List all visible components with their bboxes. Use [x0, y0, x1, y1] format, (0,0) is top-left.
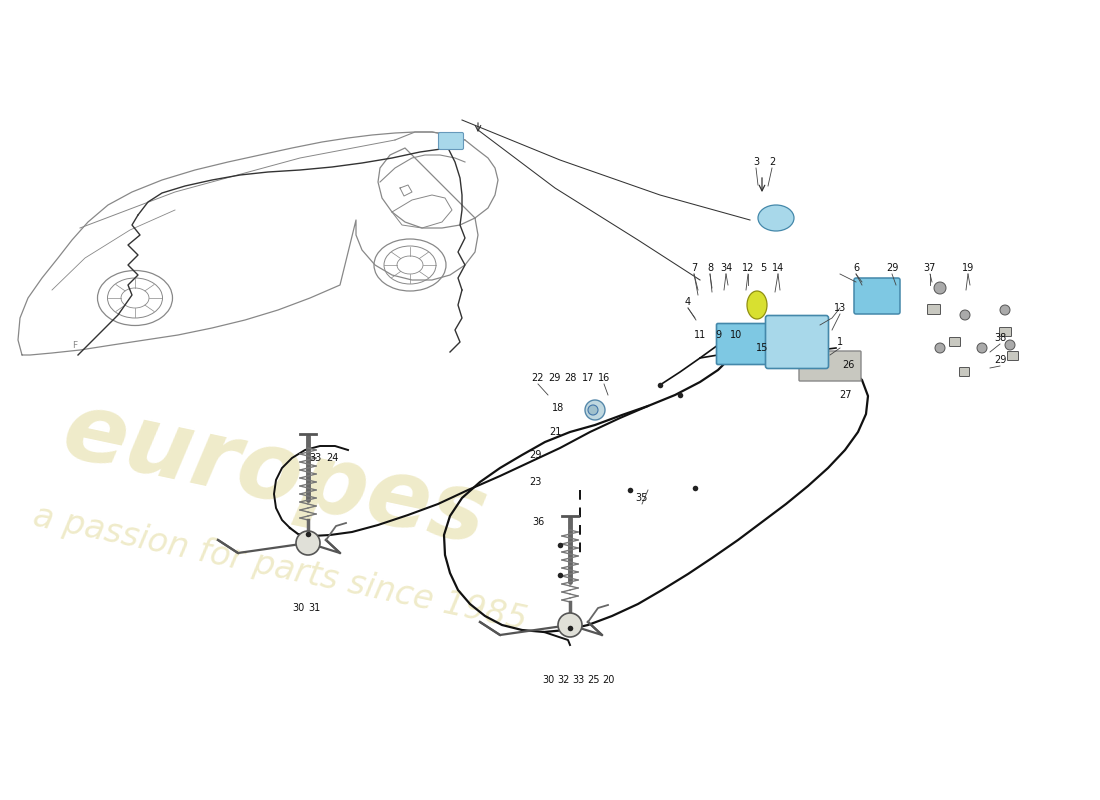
Text: 37: 37 [924, 263, 936, 273]
Text: 6: 6 [852, 263, 859, 273]
Text: 34: 34 [719, 263, 733, 273]
Text: 25: 25 [586, 675, 600, 685]
Text: 27: 27 [838, 390, 851, 400]
Text: 1: 1 [837, 337, 843, 347]
Text: a passion for parts since 1985: a passion for parts since 1985 [30, 500, 530, 637]
Circle shape [588, 405, 598, 415]
Text: 17: 17 [582, 373, 594, 383]
Text: F: F [73, 341, 78, 350]
Ellipse shape [747, 291, 767, 319]
Text: 36: 36 [532, 517, 544, 527]
Text: 14: 14 [772, 263, 784, 273]
Text: 15: 15 [756, 343, 768, 353]
FancyBboxPatch shape [439, 133, 463, 150]
Text: 2: 2 [769, 157, 776, 167]
Text: 10: 10 [730, 330, 743, 340]
Circle shape [960, 310, 970, 320]
FancyBboxPatch shape [1000, 327, 1012, 337]
Text: 29: 29 [993, 355, 1007, 365]
Circle shape [977, 343, 987, 353]
Text: 33: 33 [309, 453, 321, 463]
Text: 29: 29 [529, 450, 541, 460]
Circle shape [585, 400, 605, 420]
Circle shape [934, 282, 946, 294]
FancyBboxPatch shape [766, 315, 828, 369]
Text: 24: 24 [326, 453, 338, 463]
Text: 28: 28 [564, 373, 576, 383]
Text: 30: 30 [292, 603, 304, 613]
Circle shape [1005, 340, 1015, 350]
Ellipse shape [758, 205, 794, 231]
Text: 7: 7 [691, 263, 697, 273]
Text: europes: europes [55, 386, 496, 565]
FancyBboxPatch shape [799, 351, 861, 381]
FancyBboxPatch shape [927, 305, 940, 314]
Text: 5: 5 [760, 263, 766, 273]
Text: 35: 35 [636, 493, 648, 503]
Circle shape [935, 343, 945, 353]
Text: 38: 38 [994, 333, 1006, 343]
Text: 32: 32 [557, 675, 569, 685]
Circle shape [1000, 305, 1010, 315]
Text: 26: 26 [842, 360, 855, 370]
Text: 4: 4 [685, 297, 691, 307]
FancyBboxPatch shape [716, 323, 771, 365]
Text: 29: 29 [548, 373, 560, 383]
Text: 9: 9 [715, 330, 722, 340]
FancyBboxPatch shape [949, 338, 960, 346]
Text: 21: 21 [549, 427, 561, 437]
Text: 20: 20 [602, 675, 614, 685]
Text: 33: 33 [572, 675, 584, 685]
Text: 23: 23 [529, 477, 541, 487]
FancyBboxPatch shape [1008, 351, 1019, 361]
Text: 29: 29 [886, 263, 899, 273]
Text: 30: 30 [542, 675, 554, 685]
Text: 12: 12 [741, 263, 755, 273]
Text: 13: 13 [834, 303, 846, 313]
FancyBboxPatch shape [959, 367, 969, 377]
Text: 3: 3 [752, 157, 759, 167]
Text: 11: 11 [694, 330, 706, 340]
Text: 22: 22 [531, 373, 544, 383]
Text: 16: 16 [598, 373, 611, 383]
FancyBboxPatch shape [854, 278, 900, 314]
Circle shape [296, 531, 320, 555]
Text: 18: 18 [552, 403, 564, 413]
Text: 19: 19 [961, 263, 975, 273]
Text: 8: 8 [707, 263, 713, 273]
Text: 31: 31 [308, 603, 320, 613]
Circle shape [558, 613, 582, 637]
